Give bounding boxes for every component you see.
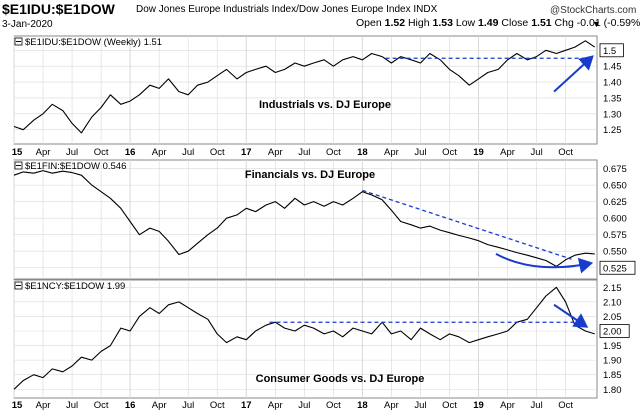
x-tick-label: Oct [210,400,225,411]
chg-value: -0.01 (-0.59%) [576,17,640,29]
last-value-badge [599,260,636,275]
chg-label: Chg [554,17,574,29]
panel-annotation: Financials vs. DJ Europe [245,169,375,181]
close-label: Close [501,17,529,29]
x-tick-label: 17 [241,400,252,411]
y-tick-label: 0.600 [603,214,627,225]
x-tick-label: Jul [414,400,426,411]
x-tick-label: Jul [298,400,310,411]
y-tick-label: 0.625 [603,197,627,208]
x-tick-label: Apr [268,400,283,411]
x-tick-label: Apr [268,147,283,158]
x-tick-label: 16 [125,147,136,158]
symbol-description: Dow Jones Europe Industrials Index/Dow J… [136,4,438,15]
x-tick-label: 17 [241,147,252,158]
x-tick-label: 18 [357,400,368,411]
last-value-text: 0.525 [603,263,627,274]
panel-annotation: Consumer Goods vs. DJ Europe [256,373,425,385]
y-tick-label: 1.95 [603,341,622,352]
y-tick-label: 1.40 [603,78,622,89]
high-value: 1.53 [432,17,453,29]
series-line [13,170,595,267]
x-tick-label: Jul [66,147,78,158]
y-tick-label: 2.15 [603,283,622,294]
ohlc-readout: Open 1.52 High 1.53 Low 1.49 Close 1.51 … [356,17,640,29]
x-tick-label: 16 [125,400,136,411]
panel-frame [13,159,598,280]
annotation-arrow [553,303,589,328]
y-tick-label: 0.550 [603,247,627,258]
x-tick-label: Oct [558,147,573,158]
x-tick-label: 15 [12,147,23,158]
close-value: 1.51 [531,17,552,29]
y-tick-label: 0.650 [603,181,627,192]
last-value-text: 1.5 [603,46,616,57]
y-tick-label: 0.675 [603,164,627,175]
trend-line [362,189,572,260]
x-tick-label: Apr [152,400,167,411]
open-label: Open [356,17,382,29]
last-value-badge [599,43,624,58]
y-tick-label: 1.85 [603,370,622,381]
x-tick-label: Jul [182,147,194,158]
y-tick-label: 1.30 [603,109,622,120]
x-tick-label: 18 [357,147,368,158]
y-tick-label: 0.575 [603,230,627,241]
panel-frame [13,35,598,145]
x-tick-label: Oct [210,147,225,158]
x-tick-label: 19 [473,147,484,158]
x-tick-label: Oct [326,147,341,158]
triangle-down-icon[interactable]: ▼ [592,19,601,29]
symbol-title: $E1IDU:$E1DOW [2,1,115,17]
x-tick-label: Jul [531,400,543,411]
last-value-text: 2.00 [603,326,622,337]
y-tick-label: 1.25 [603,125,622,136]
x-tick-label: 15 [12,400,23,411]
y-tick-label: 1.90 [603,356,622,367]
y-tick-label: 2.10 [603,297,622,308]
x-tick-label: Apr [384,400,399,411]
chart-date: 3-Jan-2020 [2,19,53,30]
open-value: 1.52 [384,17,406,29]
high-label: High [407,17,430,29]
series-line [13,40,596,134]
x-tick-label: Oct [94,147,109,158]
x-tick-label: Apr [36,400,51,411]
low-label: Low [455,17,476,29]
series-legend: $E1NCY:$E1DOW 1.99 [25,281,125,292]
chart-header: $E1IDU:$E1DOW Dow Jones Europe Industria… [0,0,640,34]
y-tick-label: 1.35 [603,93,622,104]
x-tick-label: Oct [94,400,109,411]
x-tick-label: Oct [558,400,573,411]
x-tick-label: Oct [326,400,341,411]
series-legend: $E1FIN:$E1DOW 0.546 [25,161,126,172]
x-tick-label: Apr [500,147,515,158]
panel-frame [13,279,598,399]
x-tick-label: Jul [66,400,78,411]
stockcharts-logo[interactable]: @StockCharts.com [550,5,637,16]
y-tick-label: 2.05 [603,312,622,323]
x-tick-label: Oct [442,147,457,158]
x-tick-label: Apr [384,147,399,158]
last-value-badge [599,324,630,338]
annotation-arrow [553,55,594,93]
x-tick-label: Jul [531,147,543,158]
panel-annotation: Industrials vs. DJ Europe [259,99,391,111]
x-tick-label: Apr [36,147,51,158]
x-tick-label: Oct [442,400,457,411]
series-legend: $E1IDU:$E1DOW (Weekly) 1.51 [25,37,162,48]
x-tick-label: Jul [182,400,194,411]
x-tick-label: 19 [473,400,484,411]
series-line [13,286,595,390]
x-tick-label: Apr [152,147,167,158]
y-tick-label: 1.80 [603,385,622,396]
x-tick-label: Jul [298,147,310,158]
x-tick-label: Jul [414,147,426,158]
annotation-arc [495,253,594,274]
x-tick-label: Apr [500,400,515,411]
low-value: 1.49 [478,17,499,29]
y-tick-label: 1.45 [603,62,622,73]
